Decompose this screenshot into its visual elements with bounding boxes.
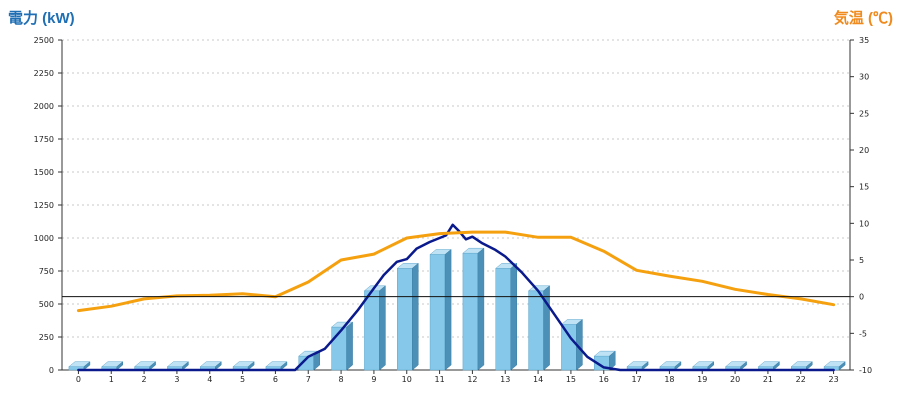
- bar: [528, 290, 544, 371]
- left-axis-title: 電力 (kW): [8, 9, 75, 27]
- x-tick-label: 0: [76, 375, 81, 384]
- left-tick-label: 2250: [34, 69, 54, 78]
- right-tick-label: 20: [859, 146, 869, 155]
- x-tick-label: 23: [828, 375, 838, 384]
- bar: [429, 254, 446, 371]
- left-tick-label: 250: [39, 333, 54, 342]
- temperature-line: [76, 230, 836, 313]
- x-tick-label: 13: [500, 375, 510, 384]
- x-tick-label: 22: [796, 375, 806, 384]
- right-tick-label: 0: [859, 293, 864, 302]
- bar-side: [576, 318, 583, 371]
- axes: [58, 39, 854, 374]
- tick-labels: 02505007501000125015001750200022502500-1…: [34, 36, 872, 384]
- x-tick-label: 10: [402, 375, 412, 384]
- x-tick-label: 20: [730, 375, 740, 384]
- bar: [462, 252, 479, 371]
- x-tick-label: 3: [174, 375, 179, 384]
- bar-side: [838, 361, 846, 371]
- right-tick-label: -10: [859, 366, 872, 375]
- x-tick-label: 1: [109, 375, 114, 384]
- right-tick-label: 25: [859, 109, 869, 118]
- x-tick-label: 16: [599, 375, 609, 384]
- left-tick-label: 1500: [34, 168, 54, 177]
- bar-side: [477, 247, 485, 371]
- x-tick-label: 17: [631, 375, 641, 384]
- x-tick-label: 21: [763, 375, 773, 384]
- right-tick-label: 30: [859, 73, 869, 82]
- bar-side: [346, 321, 353, 371]
- bar-side: [510, 262, 517, 371]
- left-tick-label: 1750: [34, 135, 54, 144]
- x-tick-label: 6: [273, 375, 278, 384]
- x-tick-label: 8: [339, 375, 344, 384]
- bar: [561, 324, 577, 371]
- x-tick-label: 2: [142, 375, 147, 384]
- x-tick-label: 4: [207, 375, 212, 384]
- right-tick-label: 15: [859, 183, 869, 192]
- power-line: [77, 223, 835, 372]
- grid: [62, 39, 850, 338]
- line-series: [76, 223, 836, 372]
- right-tick-label: -5: [859, 329, 867, 338]
- bar: [397, 268, 413, 371]
- left-tick-label: 1250: [34, 201, 54, 210]
- left-tick-label: 2000: [34, 102, 54, 111]
- x-tick-label: 7: [306, 375, 311, 384]
- bar: [495, 268, 511, 371]
- left-tick-label: 0: [49, 366, 54, 375]
- right-axis-title: 気温 (℃): [834, 9, 893, 27]
- x-tick-label: 5: [240, 375, 245, 384]
- bar-side: [412, 262, 419, 371]
- bar-side: [379, 285, 386, 371]
- x-tick-label: 11: [434, 375, 444, 384]
- left-tick-label: 750: [39, 267, 54, 276]
- bar-side: [609, 350, 616, 371]
- x-tick-label: 15: [566, 375, 576, 384]
- right-tick-label: 10: [859, 219, 869, 228]
- x-tick-label: 19: [697, 375, 707, 384]
- x-tick-label: 14: [533, 375, 543, 384]
- right-tick-label: 35: [859, 36, 869, 45]
- x-tick-label: 12: [467, 375, 477, 384]
- bar: [364, 290, 380, 371]
- bar-side: [444, 248, 452, 371]
- left-tick-label: 2500: [34, 36, 54, 45]
- right-tick-label: 5: [859, 256, 864, 265]
- x-tick-label: 18: [664, 375, 674, 384]
- bar-series: [68, 247, 846, 371]
- x-tick-label: 9: [371, 375, 376, 384]
- left-tick-label: 1000: [34, 234, 54, 243]
- left-tick-label: 500: [39, 300, 54, 309]
